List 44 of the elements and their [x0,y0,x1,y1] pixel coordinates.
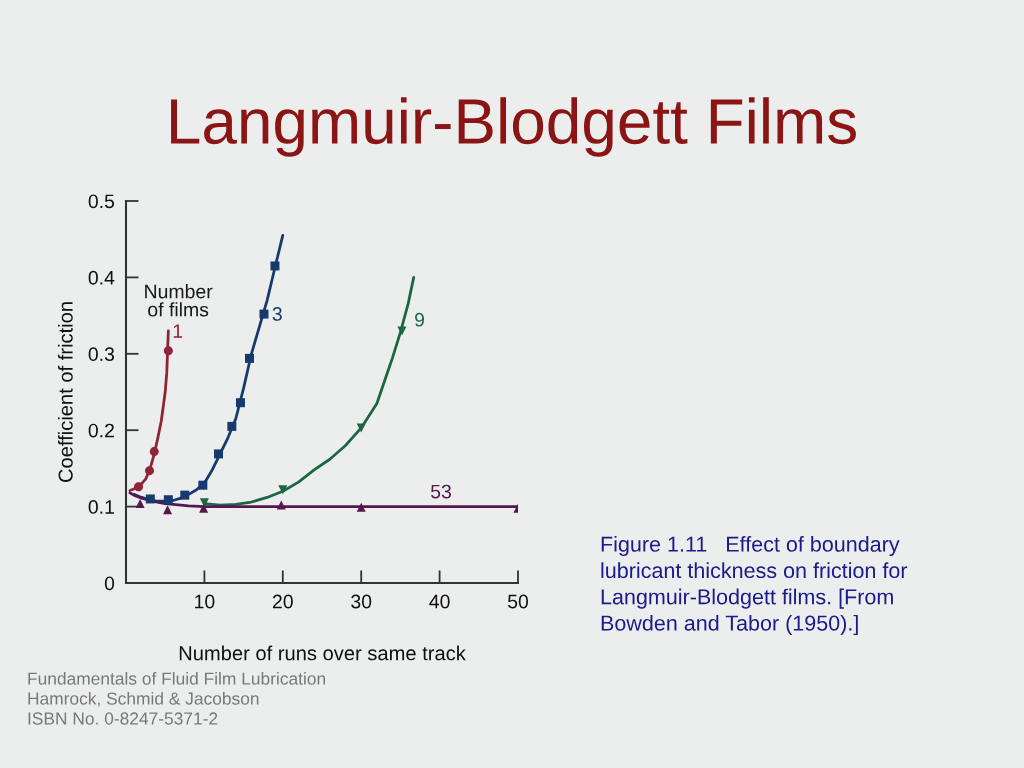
point [276,500,286,510]
y-tick-label: 0 [104,576,115,591]
point [163,505,173,515]
point [163,495,173,505]
x-tick-label: 50 [507,594,529,609]
y-tick-label: 0.1 [88,500,114,514]
y-axis-title: Coefficient of friction [57,302,73,483]
point [145,466,155,476]
point [149,447,159,457]
series-label: 3 [272,307,282,321]
point [214,449,224,459]
point [163,346,173,356]
x-tick-label: 30 [351,594,372,609]
point [278,485,288,495]
x-tick-label: 20 [272,594,293,609]
point [397,326,407,336]
point [244,353,254,363]
x-tick-label: 10 [195,594,215,609]
chart-title: Langmuir-Blodgett Films [171,97,856,157]
annotation: Number of films [145,284,213,317]
point [145,494,155,504]
y-tick-label: 0.4 [88,270,115,285]
point [235,398,245,408]
point [199,503,209,513]
point [135,499,145,509]
point [180,490,190,500]
point [227,421,237,431]
y-tick-label: 0.3 [88,347,115,362]
y-tick-label: 0.5 [88,194,115,209]
line-series [128,329,170,492]
caption: Figure 1.11 Effect of boundary lubricant thickness on friction for Langmuir-Blodgett films. [From Bowden and Tabor (1950).] [601,536,908,635]
text: 53 [430,484,451,499]
point [259,309,269,319]
point [198,480,208,490]
point [270,261,280,271]
text: Fundamentals of Fluid Film Lubrication Hamrock, Schmid & Jacobson ISBN No. 0-8247-5371-2 [28,672,325,725]
x-axis-title: Number of runs over same track [179,645,466,661]
point [356,502,366,512]
x-tick-label: 40 [429,594,450,609]
point [356,423,366,433]
series-label: 1 [173,324,183,338]
point [134,482,144,492]
series-label: 9 [415,312,425,327]
y-tick-label: 0.2 [88,423,114,438]
